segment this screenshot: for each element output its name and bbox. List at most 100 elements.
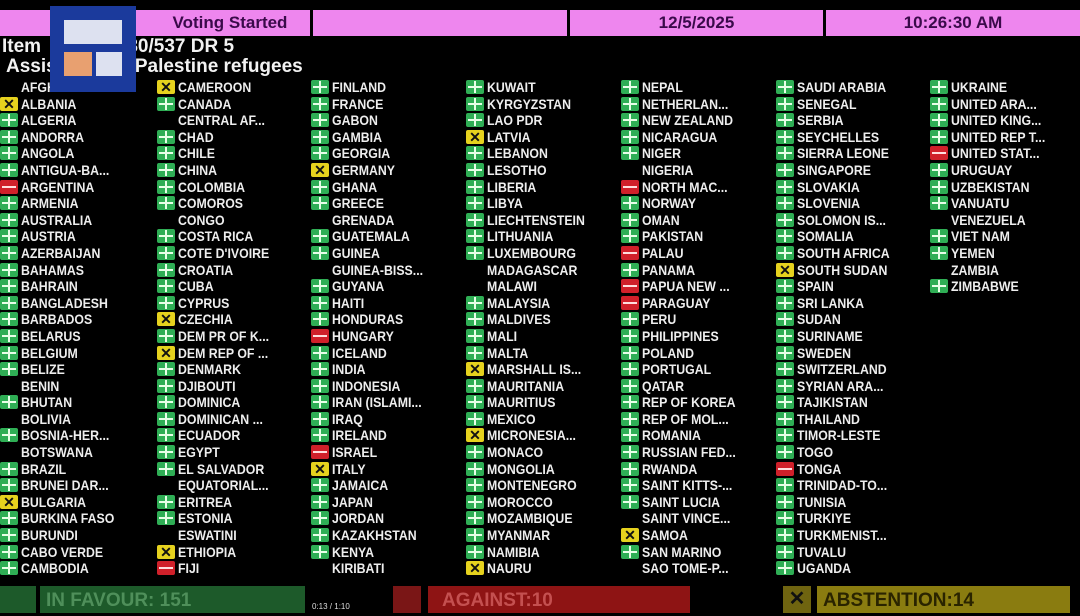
country-row: IRAQ bbox=[311, 411, 463, 428]
yes-vote-icon bbox=[157, 295, 175, 310]
yes-vote-icon bbox=[466, 146, 484, 161]
yes-vote-icon bbox=[466, 229, 484, 244]
yes-vote-icon bbox=[621, 196, 639, 211]
yes-vote-icon bbox=[466, 445, 484, 460]
abstain-vote-icon bbox=[311, 162, 329, 177]
country-row: THAILAND bbox=[776, 411, 928, 428]
country-name: BRUNEI DAR... bbox=[21, 477, 109, 494]
country-row: COSTA RICA bbox=[157, 228, 309, 245]
yes-vote-icon bbox=[0, 229, 18, 244]
country-name: CROATIA bbox=[178, 261, 234, 278]
country-name: DOMINICAN ... bbox=[178, 410, 263, 427]
yes-vote-icon bbox=[621, 428, 639, 443]
country-row: UNITED REP T... bbox=[930, 129, 1080, 146]
country-name: OMAN bbox=[642, 211, 680, 228]
country-name: SIERRA LEONE bbox=[797, 145, 889, 162]
country-row: VENEZUELA bbox=[930, 212, 1080, 229]
country-row: KUWAIT bbox=[466, 79, 618, 96]
yes-vote-icon bbox=[157, 511, 175, 526]
country-name: BOSNIA-HER... bbox=[21, 427, 110, 444]
abstain-vote-icon bbox=[466, 561, 484, 576]
country-row: UNITED ARA... bbox=[930, 96, 1080, 113]
country-row: SUDAN bbox=[776, 311, 928, 328]
video-time: 0:13 / 1:10 bbox=[312, 602, 350, 611]
yes-vote-icon bbox=[466, 80, 484, 94]
country-name: UKRAINE bbox=[951, 79, 1008, 95]
yes-vote-icon bbox=[311, 511, 329, 526]
country-row: SINGAPORE bbox=[776, 162, 928, 179]
country-name: BARBADOS bbox=[21, 311, 93, 328]
yes-vote-icon bbox=[621, 445, 639, 460]
country-name: UNITED KING... bbox=[951, 112, 1042, 129]
abstain-vote-icon bbox=[157, 312, 175, 327]
yes-vote-icon bbox=[0, 196, 18, 211]
yes-vote-icon bbox=[157, 395, 175, 410]
country-name: TIMOR-LESTE bbox=[797, 427, 881, 444]
country-name: MADAGASCAR bbox=[487, 261, 578, 278]
yes-vote-icon bbox=[157, 279, 175, 294]
country-row: JAMAICA bbox=[311, 477, 463, 494]
country-name: CABO VERDE bbox=[21, 543, 104, 560]
country-row: MARSHALL IS... bbox=[466, 361, 618, 378]
yes-vote-icon bbox=[0, 295, 18, 310]
yes-vote-icon bbox=[930, 196, 948, 211]
country-row: MYANMAR bbox=[466, 527, 618, 544]
country-row: MONGOLIA bbox=[466, 461, 618, 478]
country-name: THAILAND bbox=[797, 410, 860, 427]
country-name: MYANMAR bbox=[487, 527, 551, 544]
yes-vote-icon bbox=[311, 80, 329, 94]
country-row: BANGLADESH bbox=[0, 295, 152, 312]
yes-vote-icon bbox=[621, 494, 639, 509]
country-name: SWITZERLAND bbox=[797, 361, 887, 378]
country-name: YEMEN bbox=[951, 244, 995, 261]
voting-status: Voting Started bbox=[172, 13, 288, 32]
country-name: LIBERIA bbox=[487, 178, 537, 195]
country-name: SYRIAN ARA... bbox=[797, 377, 884, 394]
yes-vote-icon bbox=[930, 279, 948, 294]
country-name: NAURU bbox=[487, 560, 532, 577]
country-row: CENTRAL AF... bbox=[157, 112, 309, 129]
country-row: GRENADA bbox=[311, 212, 463, 229]
country-row: BOLIVIA bbox=[0, 411, 152, 428]
country-name: IRAQ bbox=[332, 410, 363, 427]
country-row: INDIA bbox=[311, 361, 463, 378]
yes-vote-icon bbox=[157, 378, 175, 393]
in-favour-icon bbox=[0, 586, 36, 613]
no-vote-icon bbox=[311, 328, 329, 343]
country-name: DEM PR OF K... bbox=[178, 327, 270, 344]
country-row: HONDURAS bbox=[311, 311, 463, 328]
country-row: TOGO bbox=[776, 444, 928, 461]
abstain-vote-icon bbox=[0, 96, 18, 111]
country-name: ANDORRA bbox=[21, 128, 84, 145]
country-name: HUNGARY bbox=[332, 327, 394, 344]
country-name: CAMEROON bbox=[178, 79, 252, 95]
country-name: BANGLADESH bbox=[21, 294, 108, 311]
country-name: SPAIN bbox=[797, 278, 834, 295]
item-prefix: Item bbox=[2, 36, 42, 57]
country-row: FIJI bbox=[157, 560, 309, 577]
country-name: GEORGIA bbox=[332, 145, 391, 162]
status-bar: Voting Started bbox=[0, 10, 310, 36]
country-row: SAINT VINCE... bbox=[621, 510, 773, 527]
yes-vote-icon bbox=[311, 345, 329, 360]
country-row: LESOTHO bbox=[466, 162, 618, 179]
country-row: ESWATINI bbox=[157, 527, 309, 544]
yes-vote-icon bbox=[466, 96, 484, 111]
country-name: COSTA RICA bbox=[178, 228, 254, 245]
no-vote-icon bbox=[621, 245, 639, 260]
country-name: BELIZE bbox=[21, 361, 65, 378]
country-name: SAN MARINO bbox=[642, 543, 722, 560]
country-name: ALBANIA bbox=[21, 95, 77, 112]
yes-vote-icon bbox=[776, 561, 794, 576]
country-name: JAPAN bbox=[332, 493, 373, 510]
country-row: SYRIAN ARA... bbox=[776, 378, 928, 395]
country-row: ZIMBABWE bbox=[930, 278, 1080, 295]
abstention-icon: ✕ bbox=[783, 586, 811, 613]
country-column: NEPAL NETHERLAN... NEW ZEALAND NICARAGUA NIG… bbox=[621, 79, 773, 577]
abstain-vote-icon bbox=[157, 80, 175, 94]
yes-vote-icon bbox=[466, 411, 484, 426]
yes-vote-icon bbox=[621, 80, 639, 94]
country-row: ANGOLA bbox=[0, 145, 152, 162]
yes-vote-icon bbox=[466, 494, 484, 509]
